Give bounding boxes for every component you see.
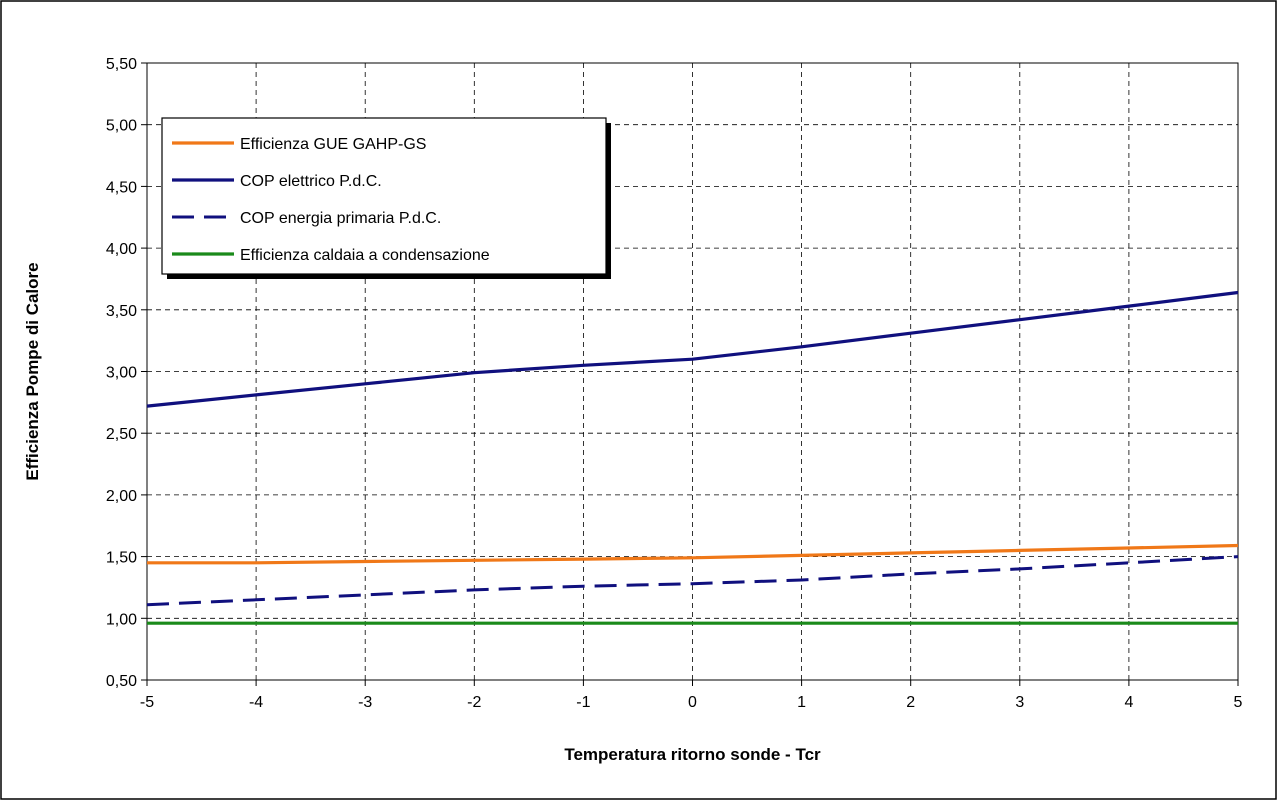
y-tick-label: 5,50 — [106, 56, 137, 73]
x-axis-ticks: -5 -4 -3 -2 -1 0 1 2 3 4 5 — [140, 680, 1243, 711]
legend-label-1: Efficienza GUE GAHP-GS — [240, 136, 426, 153]
y-tick-label: 4,50 — [106, 179, 137, 196]
series-line-2 — [146, 290, 1239, 408]
y-tick-label: 0,50 — [106, 673, 137, 690]
x-tick-label: -3 — [358, 694, 372, 711]
x-tick-label: 3 — [1015, 694, 1024, 711]
y-tick-label: 2,00 — [106, 488, 137, 505]
series-line-1 — [147, 543, 1239, 565]
legend-label-3: COP energia primaria P.d.C. — [240, 210, 441, 227]
x-tick-label: 5 — [1234, 694, 1243, 711]
y-tick-label: 3,00 — [106, 365, 137, 382]
legend-label-4: Efficienza caldaia a condensazione — [240, 247, 490, 264]
x-tick-label: 0 — [688, 694, 697, 711]
x-tick-label: -4 — [249, 694, 263, 711]
x-tick-label: -2 — [467, 694, 481, 711]
y-axis-title: Efficienza Pompe di Calore — [23, 262, 42, 480]
y-tick-label: 5,00 — [106, 118, 137, 135]
x-axis-title: Temperatura ritorno sonde - Tcr — [564, 745, 821, 764]
x-tick-label: 1 — [797, 694, 806, 711]
series-line-3 — [146, 555, 1239, 607]
y-tick-label: 4,00 — [106, 241, 137, 258]
x-tick-label: -1 — [576, 694, 590, 711]
x-tick-label: -5 — [140, 694, 154, 711]
legend-label-2: COP elettrico P.d.C. — [240, 173, 382, 190]
y-tick-label: 2,50 — [106, 426, 137, 443]
y-tick-label: 1,00 — [106, 611, 137, 628]
y-axis-ticks: 0,50 1,00 1,50 2,00 2,50 3,00 3,50 4,00 4,50 5,00… — [106, 56, 147, 690]
x-tick-label: 4 — [1124, 694, 1133, 711]
series-layer — [146, 290, 1239, 625]
legend-box — [161, 117, 607, 275]
x-tick-label: 2 — [906, 694, 915, 711]
legend: Efficienza GUE GAHP-GS COP elettrico P.d.… — [161, 117, 611, 279]
y-tick-label: 3,50 — [106, 303, 137, 320]
y-tick-label: 1,50 — [106, 550, 137, 567]
